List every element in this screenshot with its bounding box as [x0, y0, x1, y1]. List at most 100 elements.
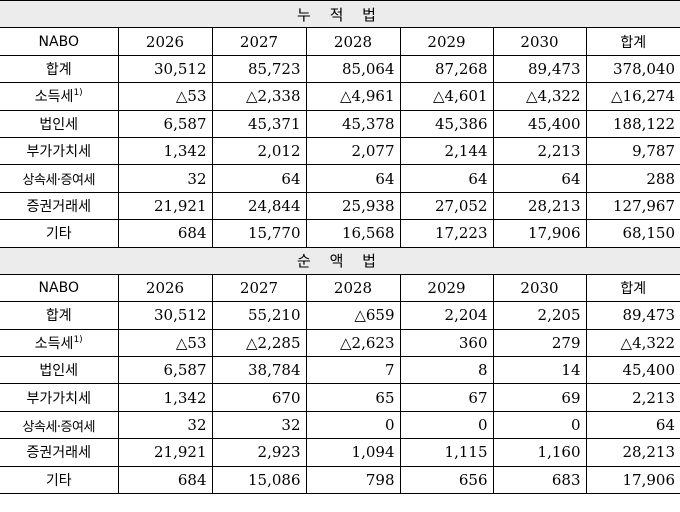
column-header: 2027 [211, 273, 307, 303]
table-row: 합계 30,512 55,210 △659 2,204 2,205 89,473 [0, 301, 680, 330]
table-cell: △53 [117, 82, 213, 111]
column-header: 2027 [211, 27, 307, 56]
table-cell: △2,285 [211, 328, 307, 358]
row-label: 상속세·증여세 [0, 164, 119, 193]
table-cell: 656 [399, 465, 494, 495]
table-cell: 45,400 [492, 109, 587, 138]
table-cell: 15,086 [211, 465, 307, 495]
column-header: 2026 [117, 273, 213, 303]
row-label-text: 상속세·증여세 [22, 173, 96, 189]
table-cell: 67 [399, 383, 494, 412]
table-row: 상속세·증여세 32 32 0 0 0 64 [0, 410, 680, 440]
table-cell: 6,587 [117, 109, 213, 138]
table-cell: 670 [211, 383, 307, 412]
revenue-table: 누 적 법 NABO 2026 2027 2028 2029 2030 합계 합계 30,512 8… [0, 0, 680, 495]
table-cell: 2,012 [211, 136, 307, 166]
table-cell: 45,378 [305, 109, 401, 138]
header-row: NABO 2026 2027 2028 2029 2030 합계 [0, 273, 680, 303]
table-row: 소득세1) △53 △2,338 △4,961 △4,601 △4,322 △16,274 [0, 82, 680, 111]
table-cell: 2,213 [585, 383, 680, 412]
row-label: 합계 [0, 301, 119, 330]
column-header: 2030 [492, 273, 587, 303]
table-body: 누 적 법 NABO 2026 2027 2028 2029 2030 합계 합계 30,512 8… [0, 0, 680, 495]
table-cell: 21,921 [117, 191, 213, 221]
table-cell: 1,160 [492, 438, 587, 467]
table-cell: 7 [305, 356, 401, 385]
column-header: 합계 [585, 27, 680, 56]
row-label-text: 합계 [45, 308, 72, 325]
row-label-text: 합계 [45, 61, 72, 78]
table-row: 부가가치세 1,342 2,012 2,077 2,144 2,213 9,787 [0, 136, 680, 166]
table-cell: 45,386 [399, 109, 494, 138]
table-cell: 30,512 [117, 301, 213, 330]
column-header: 2029 [399, 273, 494, 303]
section-title-row: 누 적 법 [0, 0, 680, 29]
row-label-text: 소득세 [34, 89, 74, 106]
table-cell: 64 [305, 164, 401, 193]
table-cell: 1,115 [399, 438, 494, 467]
table-cell: 6,587 [117, 356, 213, 385]
row-label: 법인세 [0, 109, 119, 138]
table-cell: 27,052 [399, 191, 494, 221]
table-row: 증권거래세 21,921 2,923 1,094 1,115 1,160 28,213 [0, 438, 680, 467]
header-corner: NABO [0, 273, 119, 303]
table-cell: △4,961 [305, 82, 401, 111]
table-cell: 38,784 [211, 356, 307, 385]
table-cell: △4,322 [492, 82, 587, 111]
row-label-text: 법인세 [39, 363, 79, 380]
header-row: NABO 2026 2027 2028 2029 2030 합계 [0, 27, 680, 56]
row-label: 기타 [0, 465, 119, 495]
row-label-text: 부가가치세 [26, 390, 91, 407]
table-cell: 69 [492, 383, 587, 412]
table-cell: 288 [585, 164, 680, 193]
table-cell: 14 [492, 356, 587, 385]
row-label-text: 증권거래세 [26, 198, 91, 215]
table-cell: 17,906 [585, 465, 680, 495]
table-cell: △2,338 [211, 82, 307, 111]
row-label: 증권거래세 [0, 191, 119, 221]
row-label: 기타 [0, 219, 119, 248]
row-label: 부가가치세 [0, 383, 119, 412]
section-title: 순 액 법 [0, 246, 680, 275]
table-cell: 279 [492, 328, 587, 358]
table-cell: 9,787 [585, 136, 680, 166]
row-label-text: 법인세 [39, 116, 79, 133]
table-cell: 1,342 [117, 383, 213, 412]
row-label: 소득세1) [0, 82, 119, 111]
table-cell: 17,223 [399, 219, 494, 248]
column-header: 2026 [117, 27, 213, 56]
table-cell: 64 [399, 164, 494, 193]
table-cell: 188,122 [585, 109, 680, 138]
section-title-row: 순 액 법 [0, 246, 680, 275]
table-cell: 684 [117, 219, 213, 248]
table-row: 소득세1) △53 △2,285 △2,623 360 279 △4,322 [0, 328, 680, 358]
table-cell: 0 [492, 410, 587, 440]
table-cell: 85,064 [305, 54, 401, 84]
table-row: 부가가치세 1,342 670 65 67 69 2,213 [0, 383, 680, 412]
table-cell: 28,213 [585, 438, 680, 467]
table-cell: 1,094 [305, 438, 401, 467]
table-cell: 378,040 [585, 54, 680, 84]
table-cell: 8 [399, 356, 494, 385]
table-cell: △659 [305, 301, 401, 330]
row-label: 상속세·증여세 [0, 410, 119, 440]
table-cell: 2,204 [399, 301, 494, 330]
table-row: 상속세·증여세 32 64 64 64 64 288 [0, 164, 680, 193]
column-header: 2029 [399, 27, 494, 56]
table-cell: △16,274 [585, 82, 680, 111]
table-cell: 127,967 [585, 191, 680, 221]
table-cell: 21,921 [117, 438, 213, 467]
table-cell: 32 [211, 410, 307, 440]
row-label: 증권거래세 [0, 438, 119, 467]
row-label: 합계 [0, 54, 119, 84]
footnote-marker: 1) [73, 88, 83, 99]
row-label-text: 소득세 [34, 335, 74, 352]
column-header: 합계 [585, 273, 680, 303]
table-cell: △4,322 [585, 328, 680, 358]
table-cell: 683 [492, 465, 587, 495]
table-cell: 89,473 [492, 54, 587, 84]
table-cell: 1,342 [117, 136, 213, 166]
row-label-text: 기타 [45, 472, 72, 489]
column-header: 2028 [305, 273, 401, 303]
table-cell: 0 [305, 410, 401, 440]
